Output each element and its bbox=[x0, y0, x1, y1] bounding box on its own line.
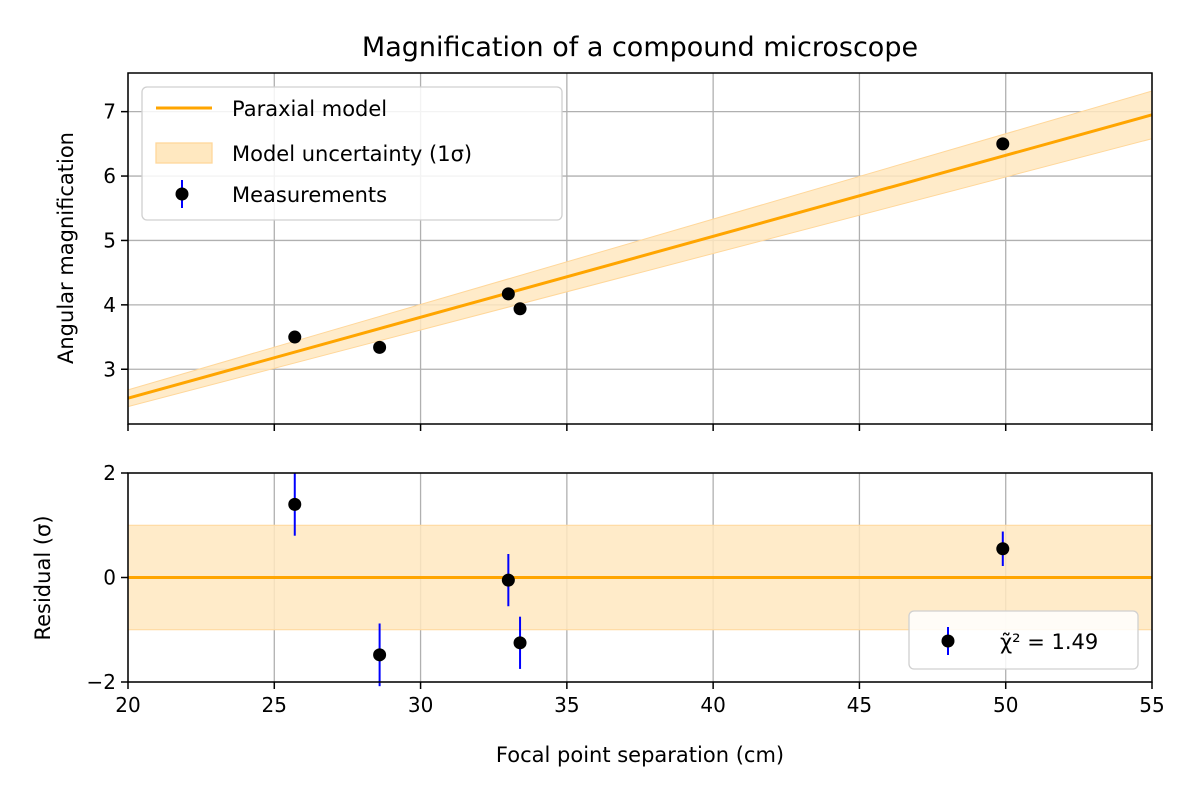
measurement-points bbox=[288, 137, 1010, 354]
main-frame bbox=[127, 72, 1153, 425]
data-point bbox=[373, 648, 387, 662]
y-tick-label: 4 bbox=[103, 293, 116, 317]
residual-legend-marker bbox=[941, 634, 955, 648]
main-y-ticks: 3 4 5 6 7 bbox=[103, 100, 128, 381]
residual-panel: 20−2 20 25 30 35 40 45 50 55 Residual (σ) Focal… bbox=[31, 461, 1165, 767]
data-point bbox=[996, 542, 1010, 556]
main-y-axis-label: Angular magnification bbox=[54, 132, 78, 364]
legend-measurements-label: Measurements bbox=[232, 183, 387, 207]
paraxial-model-line bbox=[127, 113, 1153, 400]
legend-band-label: Model uncertainty (1σ) bbox=[232, 142, 472, 166]
y-tick-label: 3 bbox=[103, 357, 116, 381]
main-panel: 3 4 5 6 7 Angular magnification Paraxial mod… bbox=[54, 72, 1153, 431]
model-line bbox=[127, 113, 1153, 400]
residual-y-ticks: 2 0 −2 bbox=[87, 461, 128, 694]
residual-x-ticks: 20 25 30 35 40 45 50 55 bbox=[115, 682, 1165, 717]
legend-band-swatch bbox=[155, 142, 213, 164]
data-point bbox=[501, 573, 515, 587]
data-point bbox=[513, 636, 527, 650]
data-point bbox=[996, 137, 1010, 151]
x-tick-label: 25 bbox=[262, 693, 287, 717]
y-tick-label: 5 bbox=[103, 228, 116, 252]
x-tick-label: 55 bbox=[1139, 693, 1164, 717]
residual-legend: χ̃² = 1.49 bbox=[908, 610, 1139, 670]
residual-points bbox=[288, 473, 1010, 687]
data-point bbox=[373, 340, 387, 354]
x-tick-label: 50 bbox=[993, 693, 1018, 717]
x-tick-label: 20 bbox=[115, 693, 140, 717]
legend-measurements-marker bbox=[175, 187, 189, 201]
data-point bbox=[288, 497, 302, 511]
x-tick-label: 45 bbox=[847, 693, 872, 717]
x-tick-label: 40 bbox=[700, 693, 725, 717]
data-point bbox=[513, 302, 527, 316]
data-point bbox=[501, 287, 515, 301]
main-legend-box bbox=[141, 86, 563, 221]
residual-legend-box bbox=[908, 610, 1139, 670]
legend-model-label: Paraxial model bbox=[232, 97, 387, 121]
y-tick-label: 2 bbox=[103, 461, 116, 485]
x-tick-label: 30 bbox=[408, 693, 433, 717]
x-axis-label: Focal point separation (cm) bbox=[496, 743, 784, 767]
main-x-ticks bbox=[127, 424, 1153, 431]
main-legend: Paraxial model Model uncertainty (1σ) Me… bbox=[141, 86, 563, 221]
y-tick-label: 0 bbox=[103, 566, 116, 590]
data-point bbox=[288, 330, 302, 344]
y-tick-label: −2 bbox=[87, 670, 116, 694]
chart-title: Magnification of a compound microscope bbox=[362, 32, 918, 63]
y-tick-label: 7 bbox=[103, 100, 116, 124]
chi-squared-label: χ̃² = 1.49 bbox=[1000, 630, 1098, 654]
y-tick-label: 6 bbox=[103, 164, 116, 188]
x-tick-label: 35 bbox=[554, 693, 579, 717]
residual-y-axis-label: Residual (σ) bbox=[31, 515, 55, 640]
